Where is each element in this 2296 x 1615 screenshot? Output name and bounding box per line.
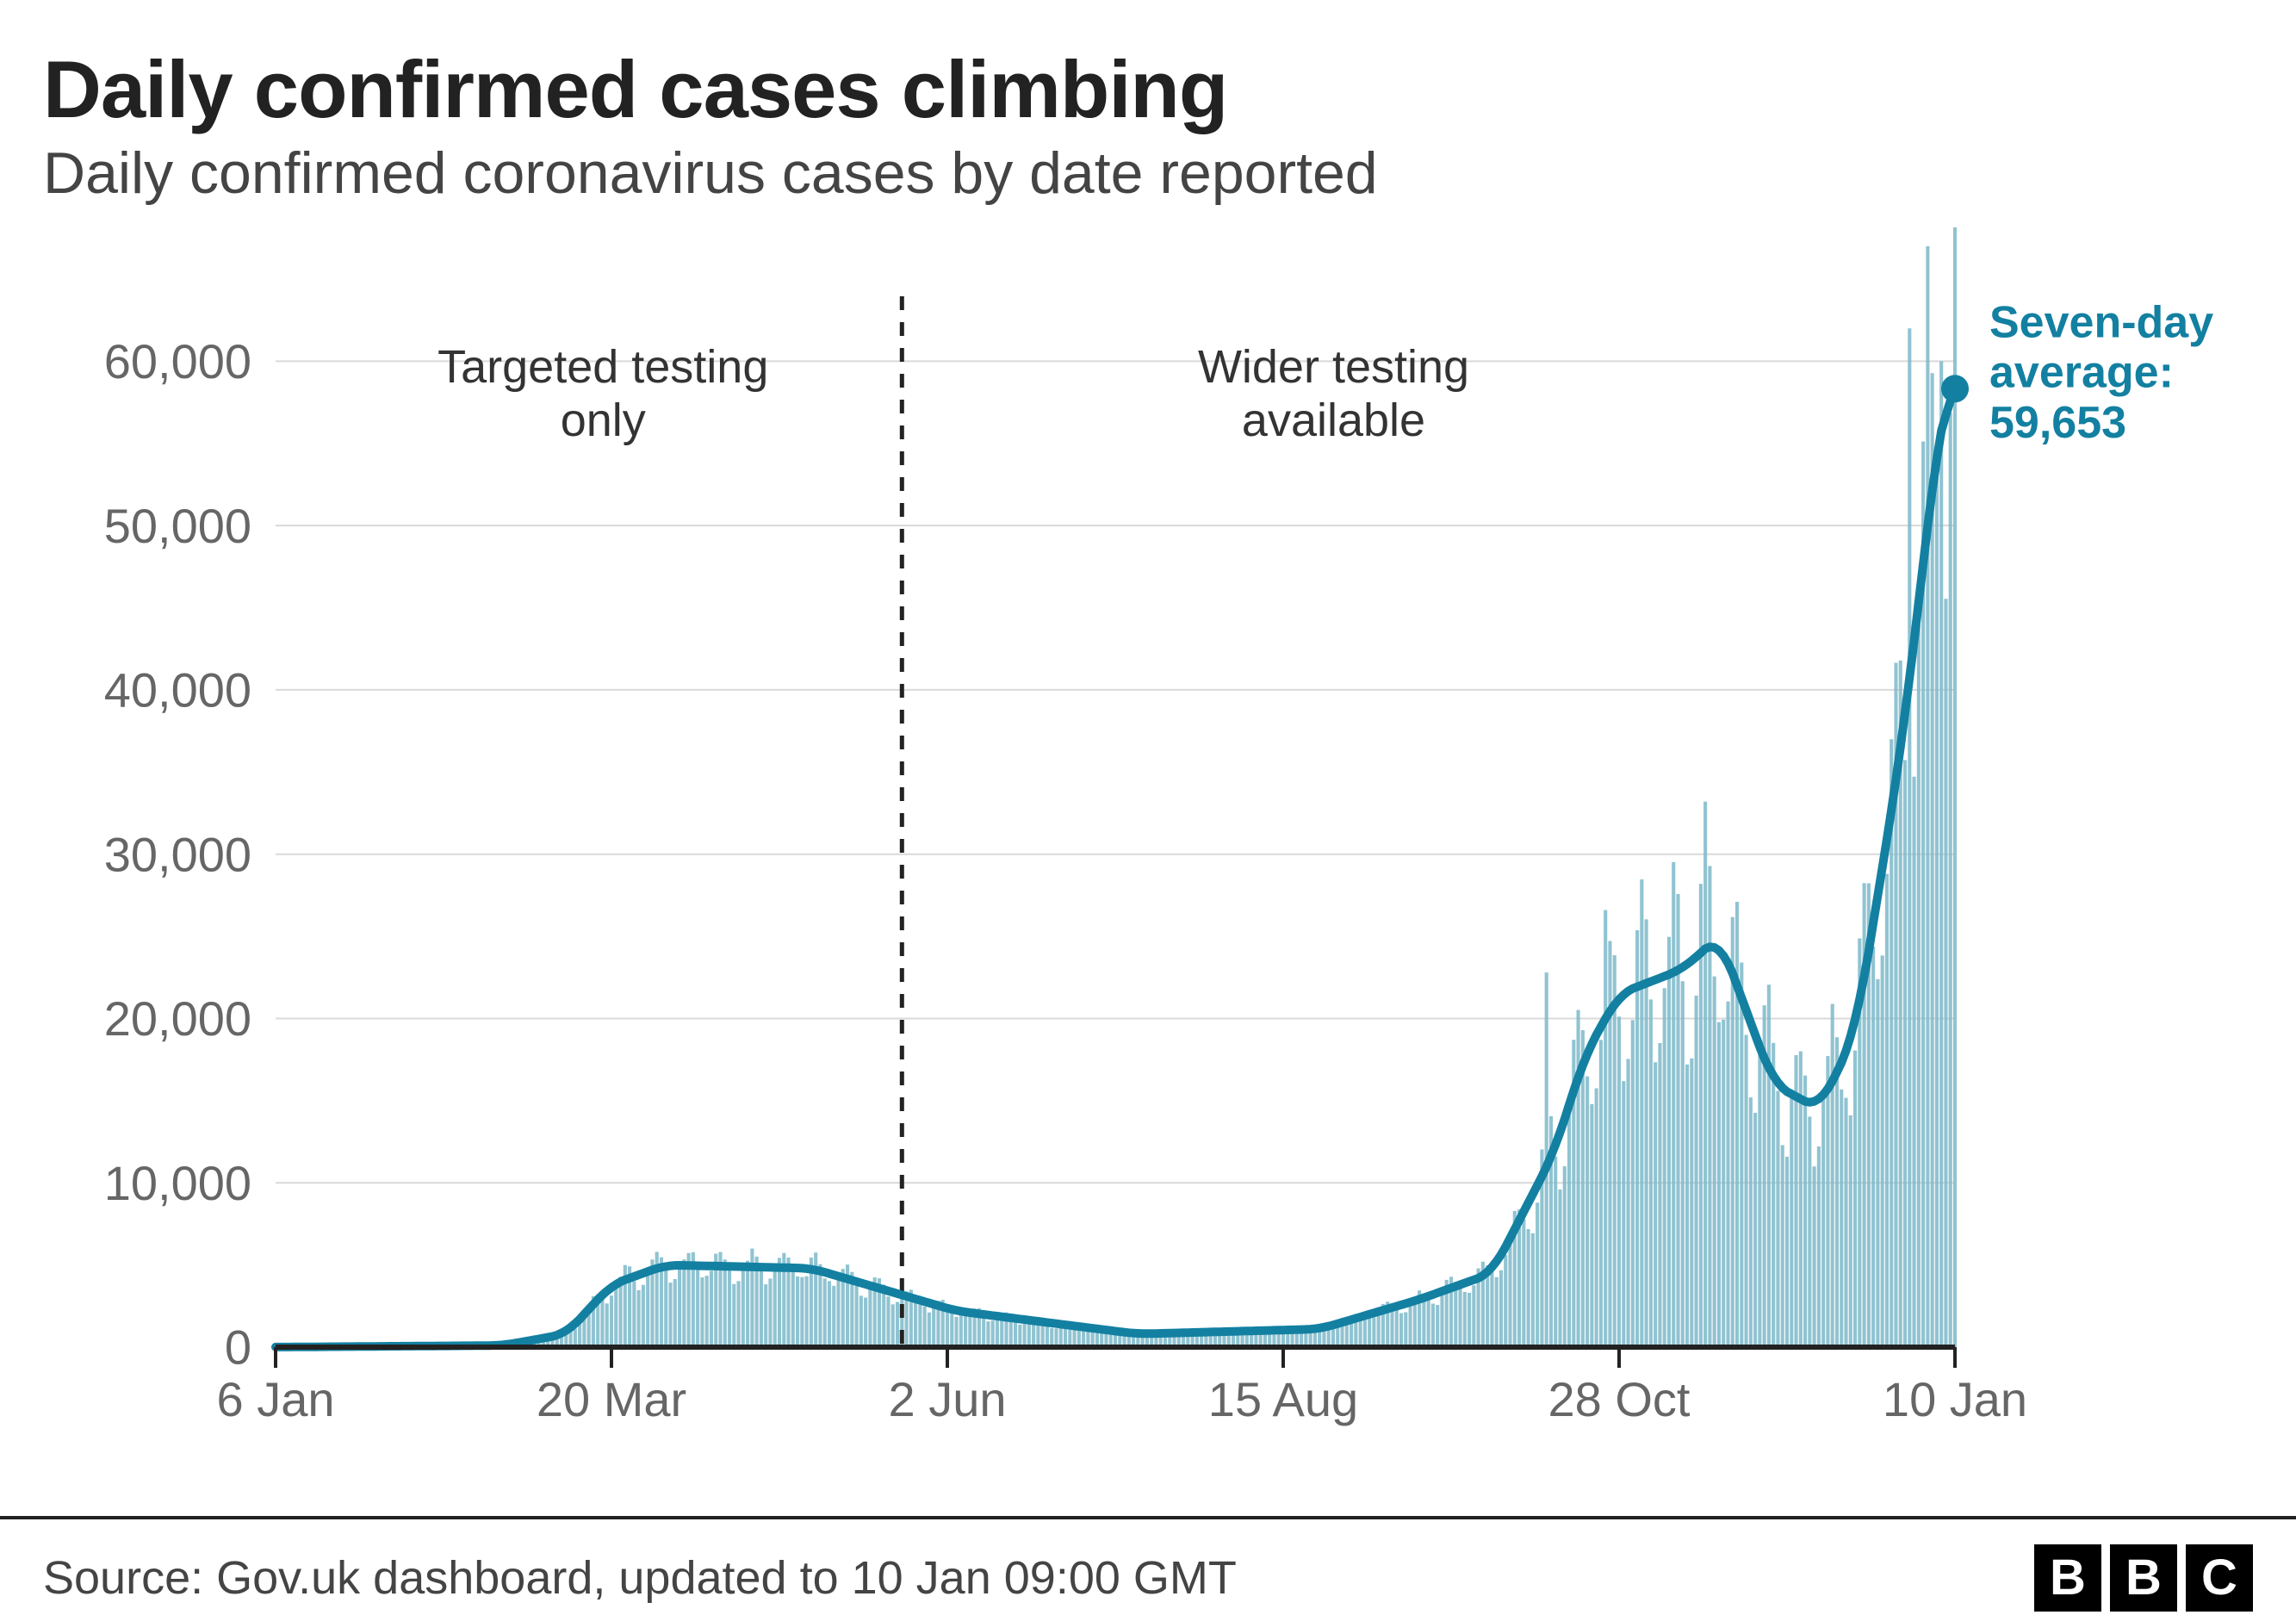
- bbc-logo-box: B: [2034, 1544, 2101, 1612]
- x-tick-label: 28 Oct: [1548, 1372, 1691, 1426]
- chart-svg: 0 10,000 20,000 30,000 40,000 50,000 60,000 6 J…: [43, 227, 2253, 1476]
- bbc-logo: BBC: [2034, 1544, 2253, 1612]
- x-tick-label: 10 Jan: [1883, 1372, 2027, 1426]
- chart-area: 0 10,000 20,000 30,000 40,000 50,000 60,000 6 J…: [43, 227, 2253, 1476]
- chart-card: Daily confirmed cases climbing Daily con…: [0, 0, 2296, 1615]
- source-text: Source: Gov.uk dashboard, updated to 10 …: [43, 1551, 1237, 1605]
- y-tick-label: 40,000: [104, 663, 251, 717]
- bbc-logo-box: C: [2186, 1544, 2253, 1612]
- y-tick-label: 30,000: [104, 827, 251, 881]
- y-tick-label: 10,000: [104, 1156, 251, 1210]
- y-tick-label: 60,000: [104, 334, 251, 388]
- chart-subtitle: Daily confirmed coronavirus cases by dat…: [43, 140, 2253, 207]
- y-tick-label: 50,000: [104, 499, 251, 553]
- x-tick-label: 2 Jun: [889, 1372, 1007, 1426]
- x-tick-label: 6 Jan: [217, 1372, 335, 1426]
- x-tick-label: 15 Aug: [1208, 1372, 1358, 1426]
- y-tick-label: 20,000: [104, 991, 251, 1046]
- y-tick-label: 0: [225, 1320, 251, 1375]
- callout-text: 59,653: [1989, 398, 2126, 448]
- annotation-text: only: [561, 394, 646, 446]
- bbc-logo-box: B: [2110, 1544, 2177, 1612]
- callout-text: Seven-day: [1989, 297, 2213, 347]
- chart-footer: Source: Gov.uk dashboard, updated to 10 …: [0, 1516, 2296, 1615]
- x-tick-label: 20 Mar: [537, 1372, 686, 1426]
- annotation-text: Targeted testing: [437, 341, 768, 393]
- annotation-text: Wider testing: [1198, 341, 1469, 393]
- seven-day-avg-end-marker: [1941, 375, 1969, 402]
- annotation-text: available: [1242, 394, 1425, 446]
- callout-text: average:: [1989, 348, 2174, 398]
- chart-title: Daily confirmed cases climbing: [43, 43, 2253, 136]
